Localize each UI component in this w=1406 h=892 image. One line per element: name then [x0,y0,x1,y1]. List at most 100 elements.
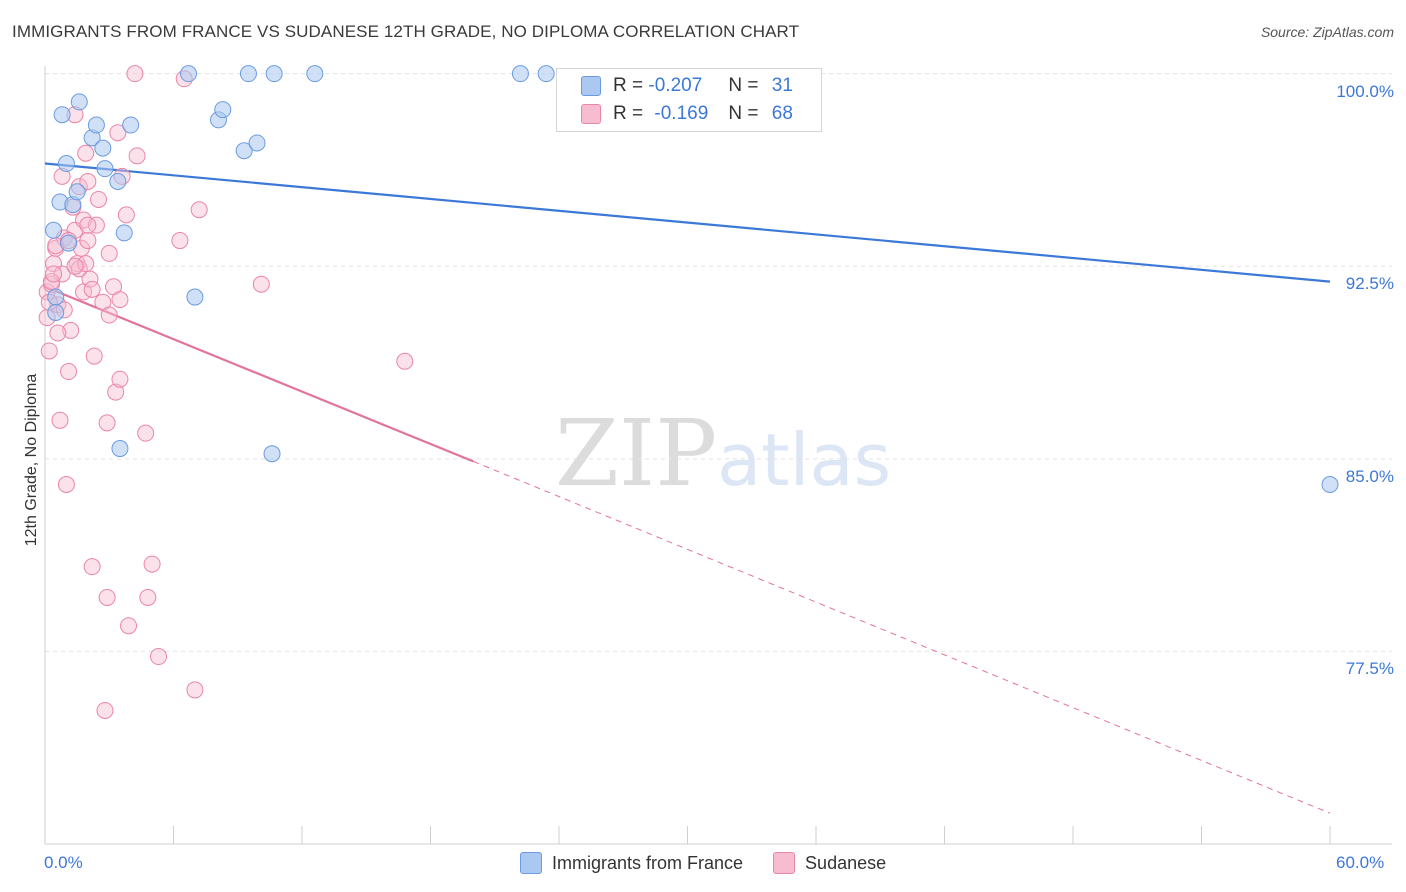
watermark-atlas: atlas [717,418,892,502]
france-point [70,93,88,111]
sudanese-point [96,701,114,719]
france-point [235,142,253,160]
sudanese-point [77,255,95,273]
sudanese-point [57,476,75,494]
france-point [115,224,133,242]
watermark: ZIPatlas [555,400,891,507]
x-tick-label-max: 60.0% [1336,853,1385,872]
sudanese-point [49,324,67,342]
france-point [109,173,127,191]
france-point [511,65,529,83]
sudanese-point [83,280,101,298]
france-point [214,101,232,119]
legend-item-sudanese: Sudanese [773,852,886,874]
y-tick-label: 100.0% [1336,81,1394,101]
france-point [186,288,204,306]
r-label: R = [613,103,644,124]
legend-label-sudanese: Sudanese [805,852,887,873]
sudanese-point [83,558,101,576]
axes [44,66,1392,845]
stats-legend: R = -0.207 N = 31 R = -0.169 N = 68 [556,68,822,132]
sudanese-swatch [773,852,796,874]
france-point [87,116,105,134]
sudanese-point [139,588,157,606]
sudanese-point [186,681,204,699]
france-point [45,221,63,239]
sudanese-point [117,206,135,224]
france-point [239,65,257,83]
sudanese-point [111,291,129,309]
series-legend: Immigrants from France Sudanese [520,852,916,874]
y-tick-label: 85.0% [1345,466,1394,486]
r-value: -0.207 [648,75,703,96]
n-label: N = [728,75,759,96]
sudanese-points [38,65,414,719]
sudanese-point [111,370,129,388]
n-value: 31 [771,75,793,96]
sudanese-point [98,414,116,432]
france-point [122,116,140,134]
legend-item-france: Immigrants from France [520,852,743,874]
sudanese-point [77,144,95,162]
sudanese-point [137,424,155,442]
gridlines [45,73,1392,652]
france-point [53,106,71,124]
sudanese-point [81,270,99,288]
legend-row-sudanese: R = -0.169 N = 68 [581,102,793,126]
france-point [96,160,114,178]
n-label: N = [728,103,759,124]
source-label: Source: ZipAtlas.com [1260,24,1394,40]
r-value: -0.169 [654,103,709,124]
france-point [111,440,129,458]
france-point [1321,476,1339,494]
trend-lines [44,162,1331,814]
sudanese-point [109,124,127,142]
france-point [263,445,281,463]
france-point [179,65,197,83]
france-swatch [581,76,601,96]
france-point [306,65,324,83]
sudanese-point [126,65,144,83]
france-point [265,65,283,83]
france-point [68,183,86,201]
sudanese-point [100,306,118,324]
france-point [248,134,266,152]
legend-label-france: Immigrants from France [552,852,744,873]
sudanese-trend-extension [473,460,1331,814]
sudanese-point [90,190,108,208]
r-label: R = [613,75,644,96]
sudanese-point [51,411,69,429]
y-axis-label: 12th Grade, No Diploma [23,373,40,547]
france-trend-line [44,162,1331,283]
n-value: 68 [771,103,793,124]
sudanese-swatch [581,104,601,124]
sudanese-point [79,232,97,250]
sudanese-point [66,257,84,275]
legend-row-france: R = -0.207 N = 31 [581,74,793,98]
sudanese-point [100,244,118,262]
sudanese-point [45,265,63,283]
sudanese-point [120,617,138,635]
france-point [57,155,75,173]
france-point [537,65,555,83]
france-point [47,288,65,306]
x-tick-label-min: 0.0% [44,853,83,872]
y-tick-label: 92.5% [1345,274,1394,294]
sudanese-point [396,352,414,370]
sudanese-point [128,147,146,165]
sudanese-point [190,201,208,219]
sudanese-point [171,232,189,250]
sudanese-trend-line [44,285,474,463]
sudanese-point [143,555,161,573]
france-point [94,139,112,157]
france-point [47,303,65,321]
sudanese-point [150,648,168,666]
sudanese-point [62,321,80,339]
sudanese-point [40,342,58,360]
sudanese-point [252,275,270,293]
sudanese-point [85,347,103,365]
sudanese-point [98,588,116,606]
watermark-zip: ZIP [555,400,718,507]
chart-title: IMMIGRANTS FROM FRANCE VS SUDANESE 12TH … [12,22,800,41]
